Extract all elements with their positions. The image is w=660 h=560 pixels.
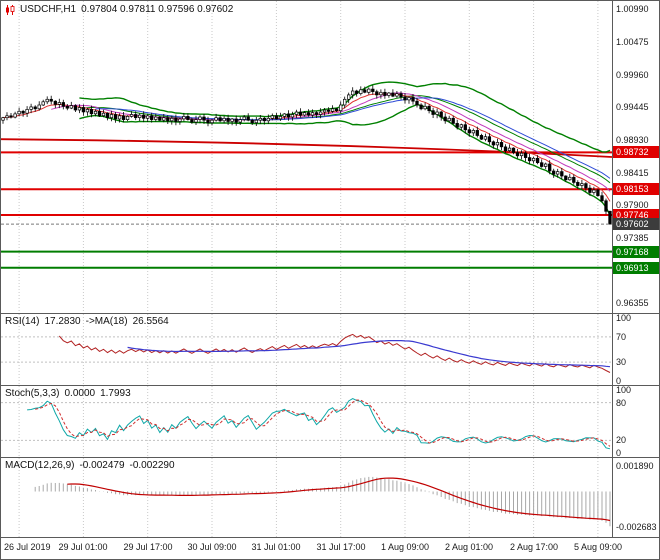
price-axis-label: 0.97900 (616, 200, 649, 210)
panel-separator[interactable] (1, 313, 659, 314)
current-price-tag: 0.97602 (613, 218, 659, 230)
price-axis-label: 0.99445 (616, 102, 649, 112)
stoch-axis-label: 80 (616, 398, 627, 408)
macd-axis-label: -0.002683 (616, 522, 657, 532)
time-axis-label: 2 Aug 17:00 (509, 542, 559, 552)
time-axis-label: 30 Jul 09:00 (187, 542, 237, 552)
price-level-tag: 0.98153 (613, 183, 659, 195)
macd-value-label: -0.002479 (79, 460, 125, 471)
rsi-value-label: 17.2830 (44, 316, 81, 327)
rsi-axis-label: 0 (616, 376, 622, 386)
stoch-name-label: Stoch(5,3,3) (5, 388, 60, 399)
stoch-axis-label: 20 (616, 435, 627, 445)
stoch-signal-value-label: 1.7993 (100, 388, 131, 399)
rsi-ma-value-label: 26.5564 (132, 316, 169, 327)
time-axis-label: 5 Aug 09:00 (573, 542, 623, 552)
price-axis-label: 0.96355 (616, 298, 649, 308)
rsi-indicator-panel[interactable] (1, 314, 612, 385)
price-axis-label: 0.97385 (616, 233, 649, 243)
time-axis-label: 31 Jul 17:00 (316, 542, 366, 552)
ohlc-values-label: 0.97804 0.97811 0.97596 0.97602 (81, 4, 234, 15)
price-axis-label: 0.99960 (616, 70, 649, 80)
macd-name-label: MACD(12,26,9) (5, 460, 75, 471)
candles (1, 85, 612, 225)
panel-separator[interactable] (1, 385, 659, 386)
stochastic-header: Stoch(5,3,3) 0.0000 1.7993 (5, 388, 131, 399)
price-axis-label: 0.98415 (616, 168, 649, 178)
time-axis-label: 1 Aug 09:00 (380, 542, 430, 552)
stochastic-indicator-panel[interactable] (1, 386, 612, 457)
time-axis-label: 26 Jul 2019 (4, 542, 51, 552)
panel-separator[interactable] (1, 537, 659, 538)
rsi-ma-name-label: ->MA(18) (85, 316, 128, 327)
time-axis-label: 31 Jul 01:00 (251, 542, 301, 552)
symbol-timeframe-label: USDCHF,H1 (20, 4, 77, 15)
stoch-axis-label: 100 (616, 385, 632, 395)
rsi-axis-label: 100 (616, 313, 632, 323)
price-level-tag: 0.97168 (613, 246, 659, 258)
price-level-tag: 0.98732 (613, 146, 659, 158)
stoch-value-label: 0.0000 (64, 388, 96, 399)
time-axis-label: 29 Jul 17:00 (123, 542, 173, 552)
macd-header: MACD(12,26,9) -0.002479 -0.002290 (5, 460, 175, 471)
price-axis-label: 0.98930 (616, 135, 649, 145)
main-price-chart[interactable] (1, 1, 612, 313)
price-axis-label: 1.00990 (616, 4, 649, 14)
price-level-tag: 0.96913 (613, 262, 659, 274)
time-axis[interactable]: 26 Jul 2019 29 Jul 01:00 29 Jul 17:00 30 Ju… (1, 538, 659, 559)
macd-axis-label: 0.001890 (616, 461, 654, 471)
time-axis-label: 2 Aug 01:00 (444, 542, 494, 552)
panel-separator[interactable] (1, 457, 659, 458)
macd-indicator-panel[interactable] (1, 458, 612, 537)
rsi-axis-label: 30 (616, 357, 627, 367)
rsi-axis-label: 70 (616, 332, 627, 342)
macd-signal-value-label: -0.002290 (129, 460, 175, 471)
price-axis-label: 1.00475 (616, 37, 649, 47)
chart-header: USDCHF,H1 0.97804 0.97811 0.97596 0.9760… (5, 4, 233, 15)
stoch-axis-label: 0 (616, 448, 622, 458)
price-axis-divider (612, 1, 613, 537)
rsi-name-label: RSI(14) (5, 316, 40, 327)
candlestick-chart-icon (5, 4, 15, 15)
rsi-header: RSI(14) 17.2830 ->MA(18) 26.5564 (5, 316, 169, 327)
price-axis[interactable]: 1.00990 1.00475 0.99960 0.99445 0.98930 0.984… (613, 1, 659, 537)
time-axis-label: 29 Jul 01:00 (58, 542, 108, 552)
